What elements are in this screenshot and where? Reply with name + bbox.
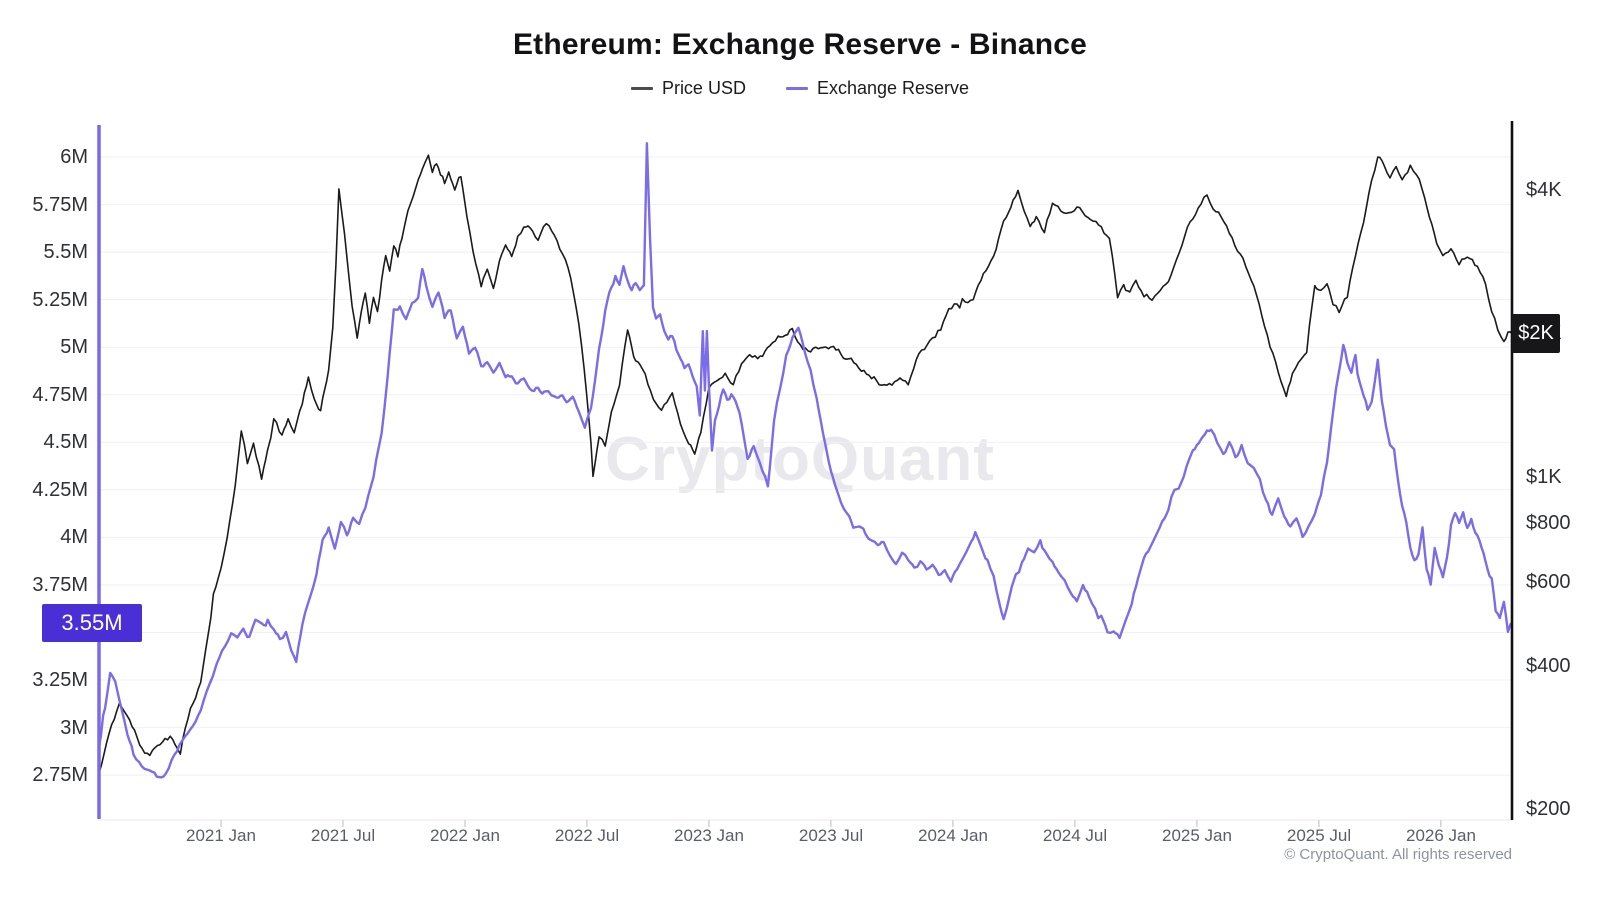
y-axis-label-left: 3.25M [32, 669, 88, 691]
exchange-reserve-legend-line-icon [785, 87, 808, 90]
copyright-notice: © CryptoQuant. All rights reserved [1284, 846, 1512, 863]
legend-item-price-usd[interactable]: Price USD [630, 78, 746, 99]
y-axis-label-right: $4K [1526, 179, 1562, 201]
x-axis-label: 2023 Jul [798, 826, 864, 845]
y-axis-label-left: 5.75M [32, 194, 88, 216]
y-axis-label-right: $200 [1526, 798, 1571, 820]
x-axis-label: 2026 Jan [1406, 826, 1476, 845]
price-usd-legend-line-icon [630, 87, 653, 90]
exchange-reserve-line [97, 142, 1513, 779]
x-axis-label: 2025 Jul [1286, 826, 1352, 845]
exchange-reserve-current-value-badge: 3.55M [42, 604, 142, 642]
x-axis-label: 2021 Jan [186, 826, 256, 845]
x-axis-label: 2021 Jul [310, 826, 376, 845]
y-axis-label-left: 4M [60, 526, 88, 548]
y-axis-label-left: 5.5M [43, 241, 88, 263]
y-axis-label-left: 5M [60, 336, 88, 358]
legend-label-price-usd: Price USD [661, 78, 746, 98]
y-axis-label-right: $400 [1526, 655, 1571, 677]
x-axis-label: 2024 Jan [918, 826, 988, 845]
x-axis-label: 2023 Jan [674, 826, 744, 845]
legend-label-exchange-reserve: Exchange Reserve [816, 78, 970, 98]
x-axis-label: 2022 Jan [430, 826, 500, 845]
y-axis-label-left: 2.75M [32, 764, 88, 786]
x-axis-label: 2024 Jul [1042, 826, 1108, 845]
y-axis-label-right: $600 [1526, 571, 1571, 593]
chart-legend: Price USD Exchange Reserve [0, 78, 1600, 99]
chart-title: Ethereum: Exchange Reserve - Binance [512, 28, 1088, 61]
legend-item-exchange-reserve[interactable]: Exchange Reserve [785, 78, 970, 99]
y-axis-label-right: $1K [1526, 466, 1562, 488]
x-axis-label: 2025 Jan [1162, 826, 1232, 845]
x-axis-label: 2022 Jul [554, 826, 620, 845]
price-usd-line [98, 154, 1513, 774]
price-current-value-badge: $2K [1512, 314, 1560, 353]
y-axis-label-left: 3M [60, 717, 88, 739]
y-axis-label-left: 6M [60, 146, 88, 168]
y-axis-label-left: 4.75M [32, 384, 88, 406]
y-axis-label-left: 3.75M [32, 574, 88, 596]
y-axis-label-left: 4.5M [43, 431, 88, 453]
y-axis-label-left: 4.25M [32, 479, 88, 501]
cryptoquant-watermark: CryptoQuant [605, 425, 995, 494]
y-axis-label-left: 5.25M [32, 289, 88, 311]
y-axis-label-right: $800 [1526, 512, 1571, 534]
